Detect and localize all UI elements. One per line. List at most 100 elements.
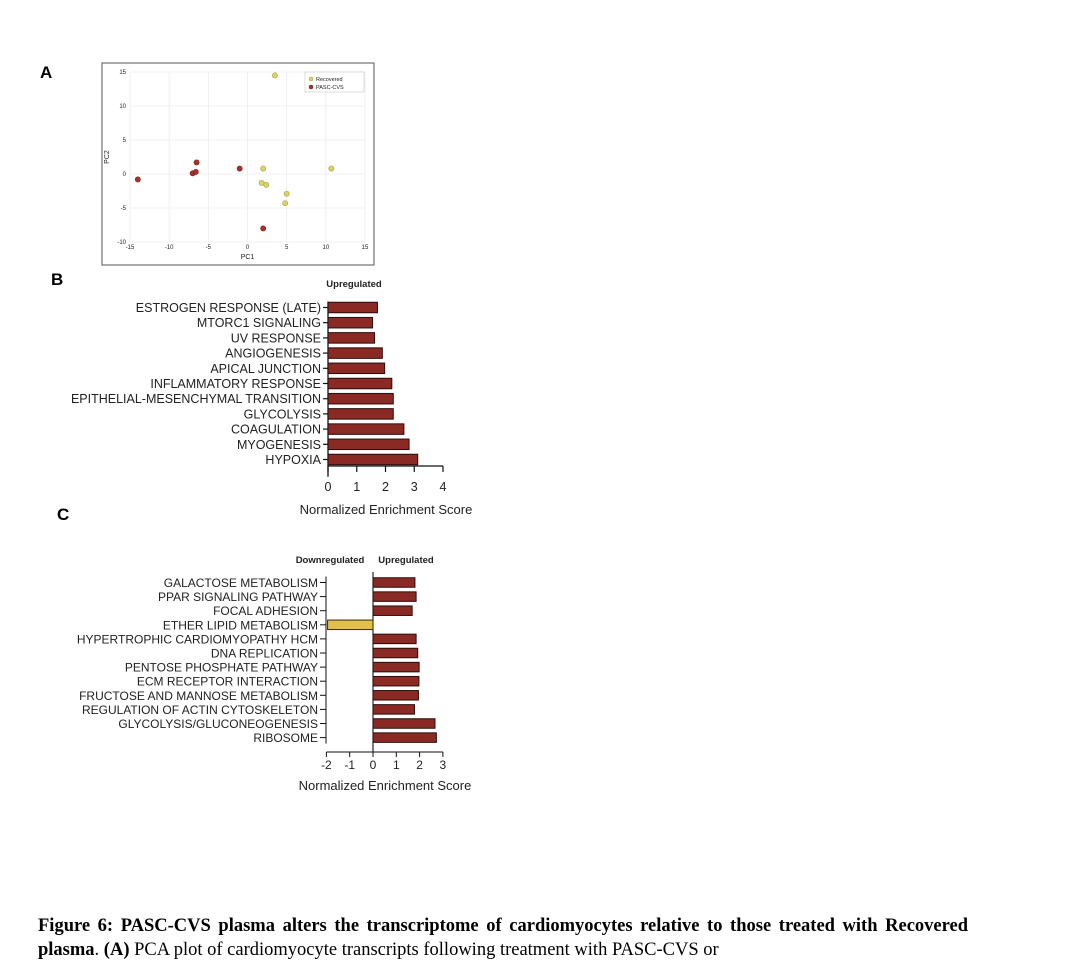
chart-c-category-label: PENTOSE PHOSPHATE PATHWAY xyxy=(125,661,318,675)
chart-b-bar xyxy=(327,377,393,390)
pca-scatter-plot: -15 -10 -5 0 5 10 15151050-5-10PC1PC2Recovered… xyxy=(101,62,375,266)
chart-b-bar xyxy=(327,332,376,344)
chart-b-bar xyxy=(327,453,419,466)
panel-label-c: C xyxy=(57,505,69,524)
chart-c-category-label: GLYCOLYSIS/GLUCONEOGENESIS xyxy=(118,717,318,731)
chart-c-category-label: FRUCTOSE AND MANNOSE METABOLISM xyxy=(79,689,318,703)
chart-b-x-tick-label: 4 xyxy=(440,480,447,494)
hallmark-enrichment-bar-chart: Upregulated ESTROGEN RESPONSE (LATE)MTORC… xyxy=(71,279,472,517)
pca-x-tick-label: 10 xyxy=(322,245,329,251)
chart-c-bar-upregulated xyxy=(372,675,420,687)
chart-c-x-tick-label: 0 xyxy=(370,758,377,772)
chart-b-category-label: UV RESPONSE xyxy=(231,331,321,345)
pca-point-pasc-cvs xyxy=(134,176,141,183)
pca-legend-box xyxy=(304,71,365,93)
pca-x-tick-label: 0 xyxy=(246,245,250,251)
chart-c-category-label: DNA REPLICATION xyxy=(211,647,318,661)
chart-b-x-tick-label: 0 xyxy=(325,480,332,494)
pca-x-tick-label: 5 xyxy=(285,245,289,251)
chart-c-bar-upregulated xyxy=(372,661,420,673)
chart-c-title-downregulated: Downregulated xyxy=(296,555,365,566)
chart-b-bar xyxy=(327,362,386,375)
chart-b-x-tick-label: 2 xyxy=(382,480,389,494)
pca-legend-marker xyxy=(308,84,314,90)
pca-point-recovered xyxy=(272,72,278,79)
chart-b-category-label: ESTROGEN RESPONSE (LATE) xyxy=(136,301,321,315)
panel-label-b: B xyxy=(51,270,63,289)
chart-b-x-axis-label: Normalized Enrichment Score xyxy=(300,502,473,517)
caption-panel-a-label: (A) xyxy=(103,940,130,960)
chart-c-bar-upregulated xyxy=(372,704,415,715)
figure-caption: Figure 6: PASC-CVS plasma alters the tra… xyxy=(38,914,968,962)
pca-y-tick-label: 5 xyxy=(123,138,127,144)
kegg-enrichment-bar-chart: Downregulated Upregulated GALACTOSE METABO… xyxy=(77,555,471,793)
figure-6: A B C -15 -10 -5 0 5 10 15151050-5-10PC1PC2Rec… xyxy=(40,62,472,793)
chart-c-category-label: RIBOSOME xyxy=(253,731,318,745)
pca-point-pasc-cvs xyxy=(193,159,200,166)
chart-b-category-label: APICAL JUNCTION xyxy=(210,362,321,376)
chart-c-x-tick-label: 3 xyxy=(440,758,447,772)
chart-b-category-label: EPITHELIAL-MESENCHYMAL TRANSITION xyxy=(71,392,321,406)
pca-y-tick-label: -10 xyxy=(117,240,126,246)
chart-c-x-tick-label: -2 xyxy=(321,758,332,772)
pca-point-recovered xyxy=(263,181,270,188)
chart-b-title: Upregulated xyxy=(326,279,382,290)
chart-c-category-label: ECM RECEPTOR INTERACTION xyxy=(137,675,318,689)
chart-b-category-label: MYOGENESIS xyxy=(237,438,321,452)
pca-point-recovered xyxy=(282,200,288,207)
caption-text: PCA plot of cardiomyocyte transcripts fo… xyxy=(129,940,719,960)
chart-b-bar xyxy=(327,392,394,405)
chart-c-category-label: GALACTOSE METABOLISM xyxy=(164,576,318,590)
chart-c-bar-upregulated xyxy=(372,605,413,616)
pca-x-axis-label: PC1 xyxy=(241,254,255,261)
chart-c-category-label: HYPERTROPHIC CARDIOMYOPATHY HCM xyxy=(77,632,318,646)
chart-c-title-upregulated: Upregulated xyxy=(378,555,434,566)
caption-title: Figure 6: PASC-CVS plasma alters the tra… xyxy=(38,916,968,960)
chart-c-x-tick-label: -1 xyxy=(344,758,355,772)
pca-point-pasc-cvs xyxy=(236,165,243,172)
chart-c-category-label: ETHER LIPID METABOLISM xyxy=(163,618,318,632)
pca-y-tick-label: 0 xyxy=(123,172,127,178)
pca-point-pasc-cvs xyxy=(192,169,199,175)
chart-c-x-tick-label: 1 xyxy=(393,758,400,772)
chart-c-category-label: PPAR SIGNALING PATHWAY xyxy=(158,590,318,604)
panel-label-a: A xyxy=(40,63,52,82)
pca-x-tick-label: -10 xyxy=(165,245,174,251)
chart-b-category-label: INFLAMMATORY RESPONSE xyxy=(150,377,321,391)
pca-point-recovered xyxy=(283,190,290,197)
pca-x-tick-label: -5 xyxy=(206,245,212,251)
chart-c-category-label: REGULATION OF ACTIN CYTOSKELETON xyxy=(82,703,318,717)
caption-separator: . xyxy=(94,940,104,960)
chart-b-category-label: HYPOXIA xyxy=(265,453,321,467)
chart-c-bar-downregulated xyxy=(327,619,374,631)
pca-point-recovered xyxy=(260,165,267,172)
pca-legend-label: Recovered xyxy=(316,77,343,83)
pca-point-pasc-cvs xyxy=(260,225,267,232)
pca-x-tick-label: 15 xyxy=(362,245,369,251)
pca-legend-label: PASC-CVS xyxy=(316,85,344,91)
chart-c-bar-upregulated xyxy=(372,633,417,645)
chart-c-bar-upregulated xyxy=(372,647,419,659)
pca-y-tick-label: 15 xyxy=(119,70,126,76)
chart-c-bar-upregulated xyxy=(372,591,417,602)
pca-point-recovered xyxy=(328,165,335,172)
pca-y-axis-label: PC2 xyxy=(104,150,111,164)
chart-b-category-label: COAGULATION xyxy=(231,423,321,437)
pca-frame xyxy=(101,62,375,266)
chart-c-category-label: FOCAL ADHESION xyxy=(213,604,318,618)
chart-b-category-label: ANGIOGENESIS xyxy=(225,347,321,361)
pca-legend-marker xyxy=(308,76,314,82)
chart-b-x-tick-label: 3 xyxy=(411,480,418,494)
chart-b-bar xyxy=(327,438,410,451)
chart-b-bar xyxy=(327,316,374,329)
pca-point-recovered xyxy=(258,179,265,186)
pca-x-tick-label: -15 xyxy=(126,245,135,251)
chart-b-bar xyxy=(327,301,378,314)
chart-c-bar-upregulated xyxy=(372,718,436,729)
pca-y-tick-label: 10 xyxy=(119,104,126,110)
chart-b-category-label: GLYCOLYSIS xyxy=(244,407,321,421)
chart-c-bar-upregulated xyxy=(372,577,416,588)
chart-c-bar-upregulated xyxy=(372,732,437,743)
chart-b-bar xyxy=(327,408,394,420)
pca-y-tick-label: -5 xyxy=(121,206,127,212)
